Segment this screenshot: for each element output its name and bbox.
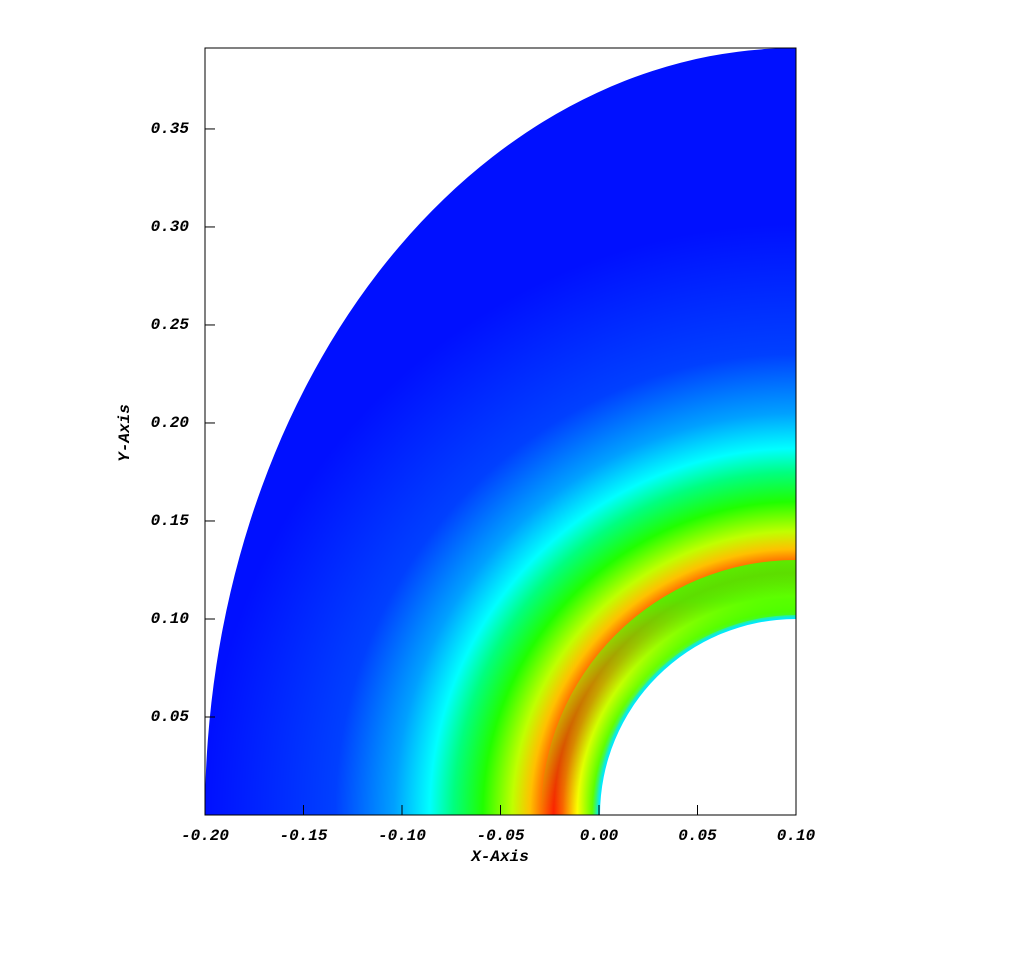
- y-axis-label: Y-Axis: [116, 404, 134, 462]
- y-tick-label: 0.25: [151, 316, 190, 334]
- y-tick-label: 0.30: [151, 218, 190, 236]
- y-tick-label: 0.35: [151, 120, 190, 138]
- y-tick-label: 0.05: [151, 708, 190, 726]
- field-shade: [541, 560, 796, 815]
- x-tick-label: 0.10: [777, 827, 816, 845]
- y-tick-label: 0.10: [151, 610, 190, 628]
- x-tick-label: -0.10: [378, 827, 426, 845]
- x-tick-label: 0.05: [678, 827, 717, 845]
- y-tick-label: 0.20: [151, 414, 190, 432]
- x-tick-label: -0.05: [476, 827, 524, 845]
- field: [205, 48, 796, 815]
- x-tick-label: -0.15: [279, 827, 327, 845]
- x-tick-label: -0.20: [181, 827, 229, 845]
- y-tick-label: 0.15: [151, 512, 190, 530]
- x-axis-label: X-Axis: [470, 848, 529, 866]
- x-tick-label: 0.00: [580, 827, 619, 845]
